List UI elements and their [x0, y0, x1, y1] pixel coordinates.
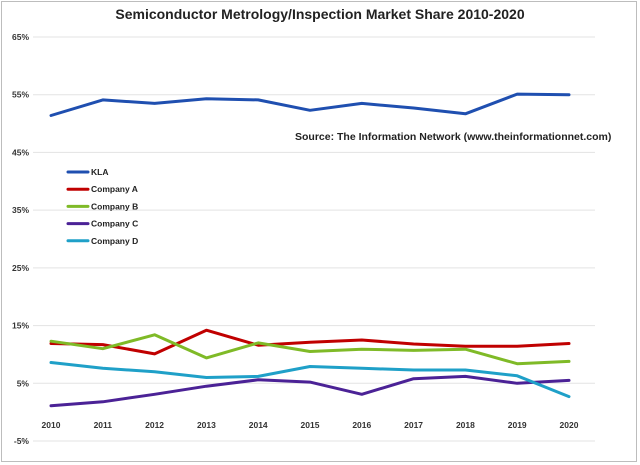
series-line-company-b — [49, 333, 571, 366]
legend-label: Company B — [91, 201, 138, 211]
x-tick-label: 2016 — [352, 420, 371, 430]
legend-label: Company D — [91, 236, 138, 246]
y-tick-label: 35% — [12, 205, 29, 215]
legend-label: Company C — [91, 219, 138, 229]
x-tick-label: 2013 — [197, 420, 216, 430]
legend-label: KLA — [91, 167, 108, 177]
x-tick-label: 2011 — [94, 420, 113, 430]
x-tick-label: 2020 — [560, 420, 579, 430]
x-tick-label: 2012 — [145, 420, 164, 430]
x-tick-label: 2014 — [249, 420, 268, 430]
y-tick-label: -5% — [14, 436, 30, 446]
source-annotation: Source: The Information Network (www.the… — [295, 131, 612, 143]
y-tick-label: 55% — [12, 90, 29, 100]
y-tick-label: 65% — [12, 32, 29, 42]
y-tick-label: 15% — [12, 321, 29, 331]
y-tick-label: 25% — [12, 263, 29, 273]
series-line-company-c — [49, 374, 571, 408]
series-line-kla — [49, 92, 571, 117]
x-tick-label: 2019 — [508, 420, 527, 430]
y-tick-label: 45% — [12, 147, 29, 157]
legend-label: Company A — [91, 184, 138, 194]
x-tick-label: 2010 — [42, 420, 61, 430]
chart-title: Semiconductor Metrology/Inspection Marke… — [115, 6, 525, 22]
x-tick-label: 2015 — [301, 420, 320, 430]
y-tick-label: 5% — [17, 378, 30, 388]
x-tick-label: 2018 — [456, 420, 475, 430]
series-line-company-a — [49, 328, 571, 356]
series-line-company-d — [49, 361, 571, 399]
x-tick-label: 2017 — [404, 420, 423, 430]
